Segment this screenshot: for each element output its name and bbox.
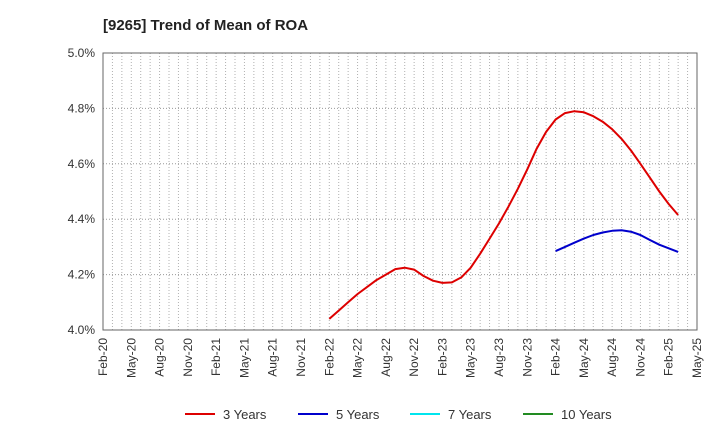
x-tick-label: Feb-22 [322,338,336,376]
y-tick-label: 4.4% [68,212,96,226]
plot-border [102,52,698,331]
series-line-3-years [328,110,679,320]
x-tick-label: Feb-24 [549,338,563,376]
legend-label-7-years: 7 Years [448,407,492,422]
x-tick-label: Aug-22 [379,338,393,377]
plot-area [102,52,698,331]
x-tick-label: Nov-24 [633,338,647,377]
x-tick-label: Aug-21 [266,338,280,377]
x-tick-label: Nov-20 [181,338,195,377]
y-tick-label: 5.0% [68,46,96,60]
x-tick-label: May-21 [237,338,251,378]
plot-background [103,53,697,330]
y-tick-label: 4.0% [68,323,96,337]
series-line-5-years [555,229,679,253]
x-tick-label: May-25 [690,338,704,378]
y-tick-label: 4.2% [68,268,96,282]
y-tick-label: 4.8% [68,101,96,115]
x-tick-label: Feb-21 [209,338,223,376]
x-tick-label: Nov-21 [294,338,308,377]
x-tick-label: Aug-24 [605,338,619,377]
x-tick-label: Feb-25 [662,338,676,376]
y-axis-ticks: 4.0% 4.2% 4.4% 4.6% 4.8% 5.0% [68,46,96,337]
x-tick-label: May-24 [577,338,591,378]
x-tick-label: May-20 [124,338,138,378]
x-tick-label: May-23 [464,338,478,378]
x-tick-label: Aug-20 [153,338,167,377]
legend-label-10-years: 10 Years [561,407,612,422]
x-tick-label: May-22 [351,338,365,378]
x-tick-label: Feb-23 [435,338,449,376]
y-tick-label: 4.6% [68,157,96,171]
x-tick-label: Nov-22 [407,338,421,377]
x-tick-label: Nov-23 [520,338,534,377]
x-tick-label: Feb-20 [96,338,110,376]
chart-title: [9265] Trend of Mean of ROA [103,17,308,34]
x-tick-label: Aug-23 [492,338,506,377]
legend-label-5-years: 5 Years [336,407,380,422]
legend: 3 Years 5 Years 7 Years 10 Years [185,407,612,422]
legend-label-3-years: 3 Years [223,407,267,422]
x-axis-ticks: Feb-20 May-20 Aug-20 Nov-20 Feb-21 May-21 Aug-… [96,338,704,378]
series-lines [328,110,679,320]
